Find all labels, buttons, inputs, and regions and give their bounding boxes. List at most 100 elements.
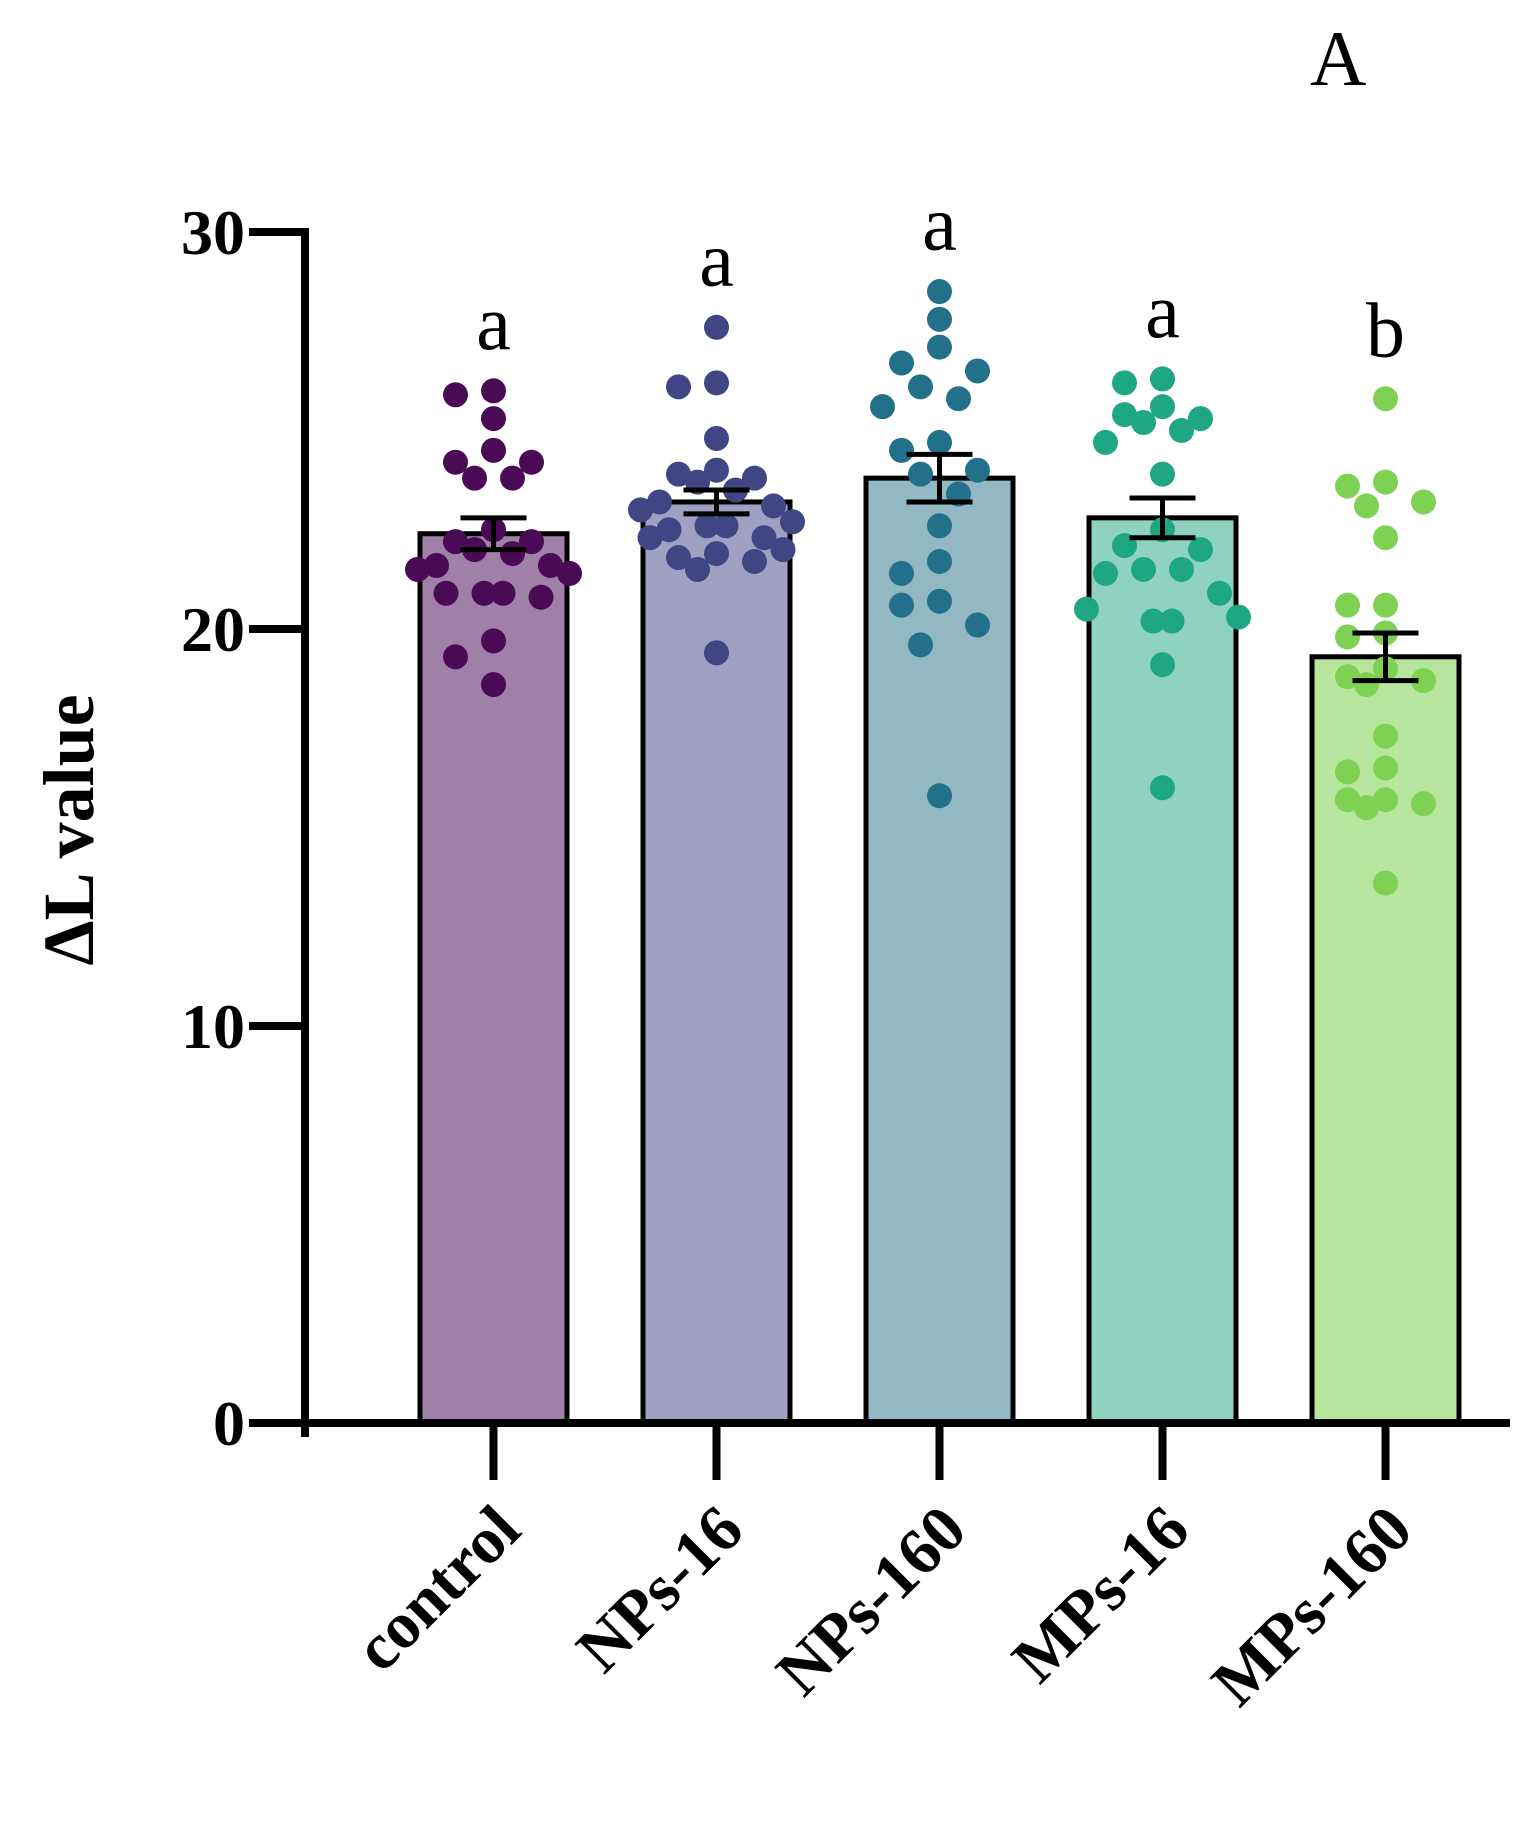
bar-MPs-160 (1309, 654, 1462, 1426)
data-point-MPs-16 (1112, 402, 1137, 428)
data-point-NPs-160 (927, 513, 952, 539)
significance-layer: a a a a b (476, 180, 1405, 374)
data-point-MPs-160 (1335, 592, 1360, 618)
data-point-NPs-16 (704, 425, 729, 451)
y-tick-label-0: 0 (213, 1388, 245, 1459)
y-tick-label-20: 20 (181, 594, 245, 665)
data-point-MPs-16 (1150, 775, 1175, 801)
data-point-NPs-160 (946, 386, 971, 412)
data-point-MPs-16 (1093, 560, 1118, 586)
data-point-NPs-160 (927, 783, 952, 809)
data-point-MPs-16 (1131, 556, 1156, 582)
x-tick-label-MPs-160: MPs-160 (1198, 1492, 1426, 1720)
data-point-NPs-160 (965, 457, 990, 483)
data-point-MPs-160 (1373, 787, 1398, 813)
data-point-control (443, 382, 468, 408)
x-tick-label-MPs-16: MPs-16 (999, 1492, 1204, 1697)
data-point-NPs-160 (927, 334, 952, 360)
data-point-NPs-16 (685, 556, 710, 582)
data-point-MPs-16 (1150, 394, 1175, 420)
data-point-NPs-16 (628, 497, 653, 523)
data-point-NPs-160 (889, 560, 914, 586)
data-point-NPs-16 (770, 537, 796, 563)
data-point-MPs-160 (1411, 489, 1436, 515)
panel-label: A (1310, 15, 1366, 102)
data-point-MPs-16 (1159, 608, 1185, 634)
data-point-NPs-160 (908, 461, 933, 487)
x-tick-label-NPs-160: NPs-160 (763, 1492, 981, 1710)
data-point-NPs-16 (647, 489, 672, 515)
data-point-MPs-16 (1150, 366, 1175, 392)
data-point-MPs-160 (1373, 870, 1398, 896)
data-point-NPs-16 (704, 314, 729, 340)
data-point-MPs-160 (1411, 668, 1436, 694)
significance-label-NPs-160: a (922, 180, 957, 267)
data-point-control (528, 584, 554, 610)
data-point-MPs-160 (1354, 672, 1379, 698)
data-point-NPs-160 (927, 279, 952, 305)
data-point-MPs-16 (1074, 596, 1099, 622)
data-point-NPs-16 (666, 461, 691, 487)
data-point-MPs-16 (1226, 604, 1251, 630)
data-point-control (424, 552, 449, 578)
significance-label-MPs-16: a (1145, 267, 1180, 354)
y-axis-label: ΔL value (29, 694, 109, 965)
data-point-control (405, 556, 430, 582)
data-point-NPs-160 (927, 429, 952, 455)
data-point-NPs-16 (742, 465, 767, 491)
data-point-MPs-160 (1411, 791, 1436, 817)
data-point-NPs-160 (927, 549, 952, 575)
data-point-control (519, 449, 544, 475)
data-point-NPs-16 (742, 549, 767, 575)
data-point-MPs-160 (1335, 624, 1360, 650)
data-point-MPs-16 (1150, 652, 1175, 678)
data-point-control (481, 672, 506, 698)
data-point-MPs-160 (1354, 795, 1379, 821)
data-point-NPs-160 (889, 350, 914, 376)
bar-control (417, 531, 570, 1426)
data-point-MPs-16 (1169, 556, 1194, 582)
data-point-NPs-160 (889, 592, 914, 618)
y-tick-label-10: 10 (181, 991, 245, 1062)
data-point-MPs-160 (1373, 723, 1398, 749)
bars-layer (417, 475, 1462, 1426)
error-bars-layer (460, 451, 1419, 684)
data-point-NPs-160 (908, 632, 933, 658)
data-point-NPs-160 (908, 374, 933, 400)
data-point-MPs-160 (1335, 787, 1360, 813)
data-point-control (538, 552, 563, 578)
data-point-MPs-160 (1335, 473, 1360, 499)
data-point-NPs-160 (927, 588, 952, 614)
data-point-control (557, 560, 582, 586)
data-point-MPs-16 (1093, 429, 1118, 455)
data-point-MPs-160 (1373, 525, 1398, 551)
data-point-control (500, 541, 525, 567)
y-tick-label-30: 30 (181, 197, 245, 268)
data-point-NPs-160 (965, 612, 990, 638)
data-point-MPs-16 (1140, 608, 1166, 634)
data-point-NPs-16 (694, 513, 720, 539)
data-point-NPs-16 (666, 374, 691, 400)
data-point-control (433, 580, 459, 606)
dots-layer (405, 279, 1436, 896)
data-point-control (443, 449, 468, 475)
data-point-control (462, 465, 487, 491)
data-point-NPs-16 (656, 517, 682, 543)
data-point-MPs-16 (1131, 410, 1156, 436)
data-point-control (481, 628, 506, 654)
data-point-MPs-16 (1207, 580, 1232, 606)
data-point-NPs-16 (704, 370, 729, 396)
data-point-NPs-160 (927, 306, 952, 332)
bar-NPs-160 (863, 475, 1016, 1426)
significance-label-MPs-160: b (1366, 287, 1405, 374)
data-point-control (490, 580, 516, 606)
data-point-NPs-16 (637, 525, 663, 551)
data-point-control (481, 406, 506, 432)
data-point-MPs-16 (1112, 370, 1137, 396)
data-point-control (481, 378, 506, 404)
data-point-MPs-160 (1335, 759, 1360, 785)
data-point-NPs-16 (704, 457, 729, 483)
significance-label-NPs-16: a (699, 215, 734, 302)
data-point-control (500, 465, 525, 491)
